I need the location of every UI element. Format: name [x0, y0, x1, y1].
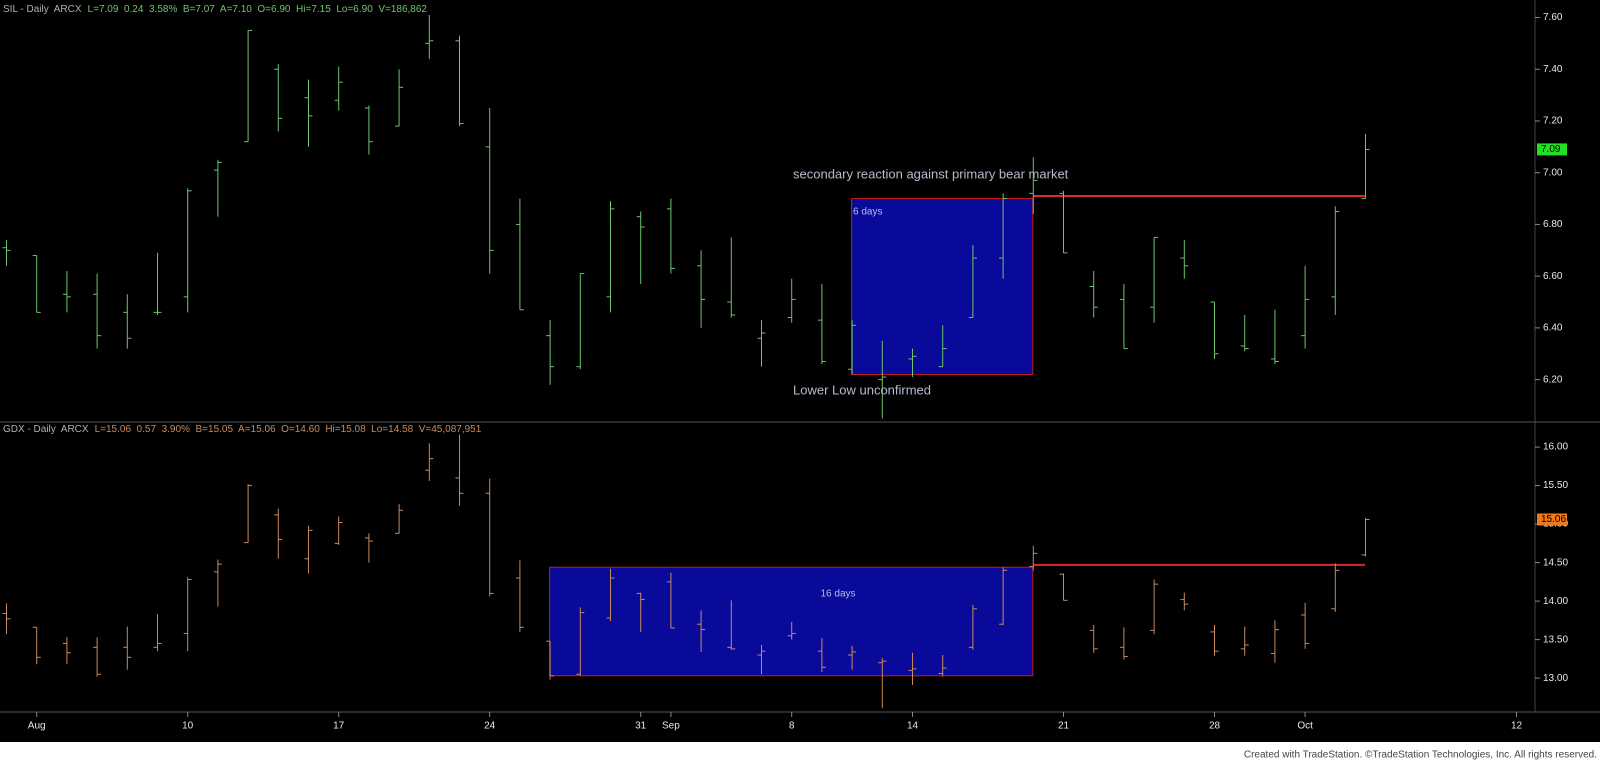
y-tick-label: 15.50 [1543, 480, 1568, 491]
y-tick-label: 16.00 [1543, 442, 1568, 453]
x-tick-label: 28 [1209, 721, 1221, 732]
x-tick-label: 24 [484, 721, 496, 732]
annotation: Lower Low unconfirmed [793, 382, 931, 397]
x-tick-label: 17 [333, 721, 345, 732]
symbol: GDX - Daily ARCX [3, 424, 89, 435]
y-tick-label: 7.60 [1543, 12, 1563, 23]
last-price-tag [1537, 143, 1567, 156]
y-tick-label: 13.50 [1543, 634, 1568, 645]
y-tick-label: 6.40 [1543, 323, 1563, 334]
y-tick-label: 6.20 [1543, 374, 1563, 385]
last-price-label: 7.09 [1541, 144, 1561, 155]
y-tick-label: 13.00 [1543, 673, 1568, 684]
y-tick-label: 7.00 [1543, 167, 1563, 178]
x-tick-label: Sep [662, 721, 680, 732]
y-tick-label: 7.40 [1543, 64, 1563, 75]
x-tick-label: 21 [1058, 721, 1070, 732]
annotation: secondary reaction against primary bear … [793, 166, 1069, 181]
box-label: 6 days [853, 207, 882, 218]
highlight-box [549, 566, 1034, 677]
y-tick-label: 6.80 [1543, 219, 1563, 230]
box-label: 16 days [820, 589, 855, 600]
quote: L=15.06 0.57 3.90% B=15.05 A=15.06 O=14.… [95, 424, 482, 435]
x-tick-label: 8 [789, 721, 795, 732]
x-tick-label: Oct [1297, 721, 1313, 732]
y-tick-label: 7.20 [1543, 116, 1563, 127]
x-tick-label: 31 [635, 721, 647, 732]
y-tick-label: 6.60 [1543, 271, 1563, 282]
highlight-box [851, 198, 1034, 375]
y-tick-label: 14.00 [1543, 596, 1568, 607]
x-tick-label: 14 [907, 721, 919, 732]
symbol-header: GDX - Daily ARCX L=15.06 0.57 3.90% B=15.… [3, 424, 482, 435]
last-price-label: 15.06 [1541, 514, 1566, 525]
x-tick-label: Aug [28, 721, 46, 732]
symbol: SIL - Daily ARCX [3, 4, 82, 15]
symbol-header: SIL - Daily ARCX L=7.09 0.24 3.58% B=7.07… [3, 4, 427, 15]
quote: L=7.09 0.24 3.58% B=7.07 A=7.10 O=6.90 H… [88, 4, 428, 15]
last-price-tag [1537, 513, 1567, 526]
footer: Created with TradeStation. ©TradeStation… [1244, 750, 1597, 761]
x-tick-label: 10 [182, 721, 194, 732]
y-tick-label: 14.50 [1543, 557, 1568, 568]
x-tick-label: 12 [1511, 721, 1523, 732]
